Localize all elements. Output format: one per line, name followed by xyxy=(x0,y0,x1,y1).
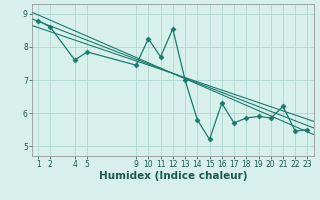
X-axis label: Humidex (Indice chaleur): Humidex (Indice chaleur) xyxy=(99,171,247,181)
